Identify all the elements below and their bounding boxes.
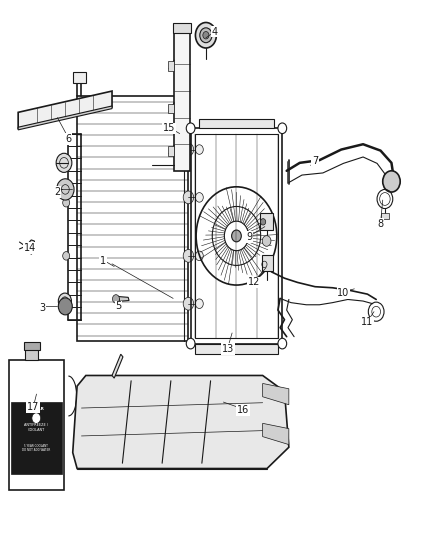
Text: 16: 16	[237, 405, 249, 415]
Circle shape	[57, 179, 74, 200]
Text: 13: 13	[222, 344, 234, 354]
Text: 5: 5	[116, 301, 122, 311]
Bar	[173, 23, 191, 33]
Circle shape	[195, 251, 203, 261]
Bar	[199, 119, 274, 128]
Circle shape	[113, 295, 120, 303]
Polygon shape	[263, 423, 289, 445]
Circle shape	[200, 28, 212, 43]
Circle shape	[261, 219, 266, 225]
Polygon shape	[73, 375, 289, 469]
Bar	[191, 128, 283, 344]
Bar	[174, 33, 190, 171]
Bar	[195, 344, 278, 354]
Bar	[195, 134, 278, 338]
Bar	[168, 147, 174, 156]
Circle shape	[183, 143, 194, 156]
Bar	[24, 342, 40, 350]
Bar	[77, 96, 188, 341]
Text: 8: 8	[378, 219, 384, 229]
Bar	[168, 104, 174, 114]
Circle shape	[203, 31, 209, 39]
Circle shape	[195, 192, 203, 202]
Text: 5 YEAR COOLANT
DO NOT ADD WATER: 5 YEAR COOLANT DO NOT ADD WATER	[22, 444, 50, 453]
Circle shape	[32, 413, 41, 423]
Text: 6: 6	[65, 134, 71, 144]
Circle shape	[186, 338, 195, 349]
Bar	[168, 61, 174, 71]
Text: 14: 14	[24, 243, 36, 253]
Bar	[261, 213, 273, 230]
Circle shape	[278, 338, 287, 349]
Text: 3: 3	[39, 303, 45, 313]
Circle shape	[186, 123, 195, 134]
Circle shape	[232, 230, 241, 242]
Circle shape	[195, 299, 203, 309]
Text: 15: 15	[162, 123, 175, 133]
Text: 4: 4	[212, 27, 218, 37]
Text: 7: 7	[312, 156, 318, 166]
Circle shape	[383, 171, 400, 192]
Circle shape	[63, 198, 70, 207]
Circle shape	[278, 123, 287, 134]
Polygon shape	[25, 240, 35, 254]
Text: MOPAR: MOPAR	[28, 407, 45, 411]
Circle shape	[56, 154, 72, 172]
Text: ANTIFREEZE /
COOLANT: ANTIFREEZE / COOLANT	[24, 423, 48, 432]
Polygon shape	[263, 383, 289, 405]
Bar	[262, 255, 273, 271]
Bar	[9, 360, 64, 490]
Polygon shape	[115, 296, 129, 302]
Circle shape	[183, 249, 194, 262]
Text: 17: 17	[27, 402, 39, 413]
Bar	[11, 402, 62, 474]
Text: 12: 12	[248, 278, 260, 287]
Circle shape	[58, 298, 72, 315]
Circle shape	[183, 191, 194, 204]
Circle shape	[63, 252, 70, 260]
Circle shape	[58, 293, 71, 309]
Polygon shape	[18, 91, 112, 128]
Circle shape	[183, 297, 194, 310]
Circle shape	[195, 22, 216, 48]
Text: 9: 9	[247, 232, 253, 243]
Bar	[73, 72, 86, 83]
Text: 2: 2	[54, 187, 60, 197]
Circle shape	[195, 145, 203, 155]
Circle shape	[262, 236, 271, 246]
Text: 11: 11	[361, 317, 374, 327]
Bar	[381, 213, 389, 219]
Polygon shape	[18, 106, 112, 130]
Text: 10: 10	[337, 288, 350, 298]
Bar	[25, 349, 39, 360]
Text: 1: 1	[100, 256, 106, 266]
Polygon shape	[112, 354, 123, 378]
